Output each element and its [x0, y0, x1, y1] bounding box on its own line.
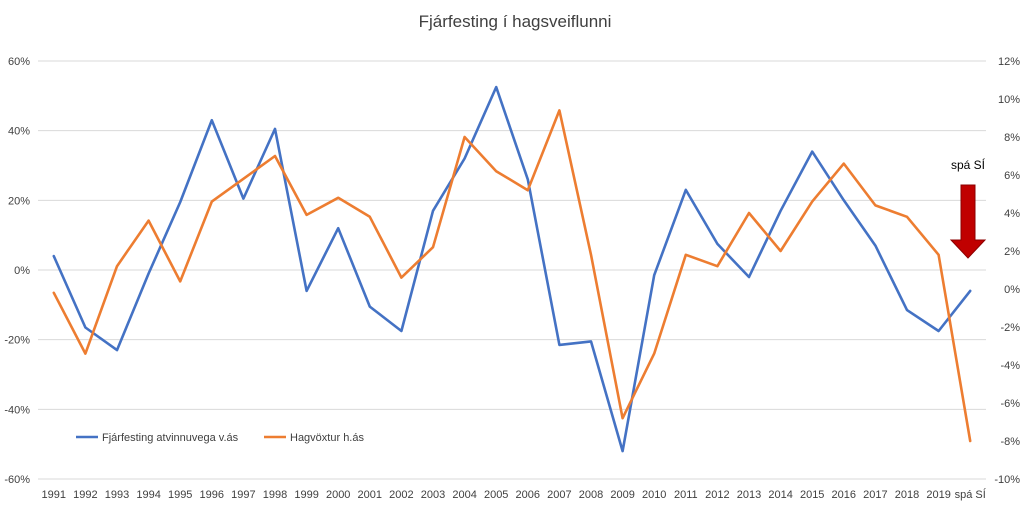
gridlines [38, 60, 986, 480]
x-tick-label: 2012 [705, 489, 729, 501]
x-tick-label: 1993 [105, 489, 129, 501]
x-tick-label: 2001 [358, 489, 382, 501]
x-tick-label: 2016 [832, 489, 856, 501]
left-tick-label: -40% [4, 404, 30, 416]
x-tick-label: 2000 [326, 489, 350, 501]
x-tick-label: 2003 [421, 489, 445, 501]
x-axis-ticks: 1991 1992 1993 1994 1995 1996 1997 1998 1999 2000… [42, 488, 987, 501]
x-tick-label: 2006 [516, 489, 540, 501]
right-tick-label: 6% [1004, 170, 1020, 182]
right-tick-label: 2% [1004, 246, 1020, 258]
x-tick-label: spá SÍ [955, 488, 987, 501]
x-tick-label: 2015 [800, 489, 824, 501]
x-tick-label: 2011 [674, 489, 698, 501]
x-tick-label: 2007 [547, 489, 571, 501]
x-tick-label: 2002 [389, 489, 413, 501]
series-group [52, 85, 972, 453]
right-tick-label: -2% [1000, 322, 1020, 334]
x-tick-label: 1996 [200, 489, 224, 501]
x-tick-label: 1998 [263, 489, 287, 501]
left-tick-label: -60% [4, 474, 30, 486]
legend: Fjárfesting atvinnuvega v.ás Hagvöxtur h.… [76, 432, 364, 444]
legend-label-1: Fjárfesting atvinnuvega v.ás [102, 432, 239, 444]
x-tick-label: 1992 [73, 489, 97, 501]
left-axis-ticks: 60% 40% 20% 0% -20% -40% -60% [4, 56, 30, 486]
x-tick-label: 1995 [168, 489, 192, 501]
right-tick-label: 12% [998, 56, 1020, 68]
left-tick-label: 40% [8, 126, 30, 138]
series-line-1 [52, 85, 972, 453]
chart-title: Fjárfesting í hagsveiflunni [419, 12, 612, 31]
x-tick-label: 2005 [484, 489, 508, 501]
right-tick-label: 4% [1004, 208, 1020, 220]
down-arrow-icon [949, 184, 987, 259]
x-tick-label: 2010 [642, 489, 666, 501]
x-tick-label: 1999 [294, 489, 318, 501]
forecast-annotation: spá SÍ [949, 157, 987, 259]
x-tick-label: 1991 [42, 489, 66, 501]
right-tick-label: 0% [1004, 284, 1020, 296]
left-tick-label: -20% [4, 335, 30, 347]
right-tick-label: 10% [998, 94, 1020, 106]
right-tick-label: -6% [1000, 398, 1020, 410]
x-tick-label: 2004 [452, 489, 476, 501]
x-tick-label: 2014 [768, 489, 792, 501]
x-tick-label: 1997 [231, 489, 255, 501]
x-tick-label: 1994 [136, 489, 160, 501]
left-tick-label: 60% [8, 56, 30, 68]
x-tick-label: 2017 [863, 489, 887, 501]
x-tick-label: 2018 [895, 489, 919, 501]
right-tick-label: -8% [1000, 436, 1020, 448]
left-tick-label: 20% [8, 195, 30, 207]
legend-label-2: Hagvöxtur h.ás [290, 432, 364, 444]
right-tick-label: -4% [1000, 360, 1020, 372]
x-tick-label: 2008 [579, 489, 603, 501]
x-tick-label: 2009 [610, 489, 634, 501]
left-tick-label: 0% [14, 265, 30, 277]
right-axis-ticks: 12% 10% 8% 6% 4% 2% 0% -2% -4% -6% -8% -10% [994, 56, 1020, 486]
right-tick-label: 8% [1004, 132, 1020, 144]
series-line-2 [52, 109, 972, 443]
x-tick-label: 2013 [737, 489, 761, 501]
annotation-label: spá SÍ [951, 157, 986, 172]
right-tick-label: -10% [994, 474, 1020, 486]
x-tick-label: 2019 [926, 489, 950, 501]
